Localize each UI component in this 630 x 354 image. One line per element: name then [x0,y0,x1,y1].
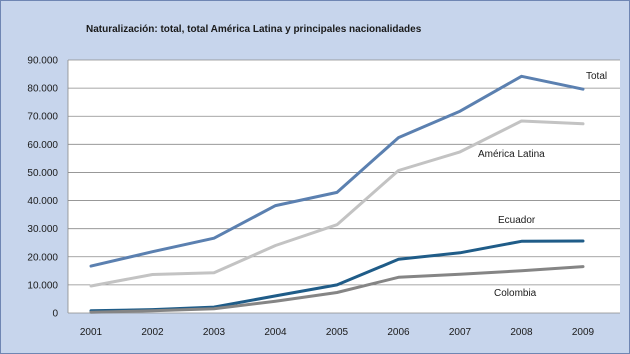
y-tick-label: 30.000 [27,224,58,235]
series-label: Colombia [494,288,537,299]
x-tick-label: 2009 [572,327,595,338]
y-axis-ticks: 0 10.000 20.000 30.000 40.000 50.000 60.000 70.… [27,56,58,320]
x-tick-label: 2008 [510,327,533,338]
y-tick-label: 50.000 [27,168,58,179]
series-line [89,119,585,288]
y-tick-label: 60.000 [27,140,58,151]
x-tick-label: 2003 [203,327,226,338]
chart-title: Naturalización: total, total América Lat… [86,24,422,35]
x-tick-label: 2002 [141,327,164,338]
y-tick-label: 10.000 [27,280,58,291]
y-tick-label: 70.000 [27,112,58,123]
y-tick-label: 80.000 [27,84,58,95]
series-label: Ecuador [498,215,536,226]
y-tick-label: 40.000 [27,196,58,207]
x-tick-label: 2006 [387,327,410,338]
series-label: América Latina [478,149,545,160]
gridlines [67,59,620,314]
y-tick-label: 90.000 [27,56,58,67]
series-line [89,265,585,314]
x-tick-label: 2005 [326,327,349,338]
y-tick-label: 0 [52,309,58,320]
series-label: Total [586,71,607,82]
y-tick-label: 20.000 [27,252,58,263]
series-line [89,74,585,268]
x-tick-label: 2004 [264,327,287,338]
x-axis-ticks: 2001 2002 2003 2004 2005 2006 2007 2008 2009 [80,327,595,338]
series-labels: Total América Latina Ecuador Colombia [478,71,607,299]
x-tick-label: 2001 [80,327,103,338]
series-lines [89,74,585,314]
x-tick-label: 2007 [449,327,472,338]
